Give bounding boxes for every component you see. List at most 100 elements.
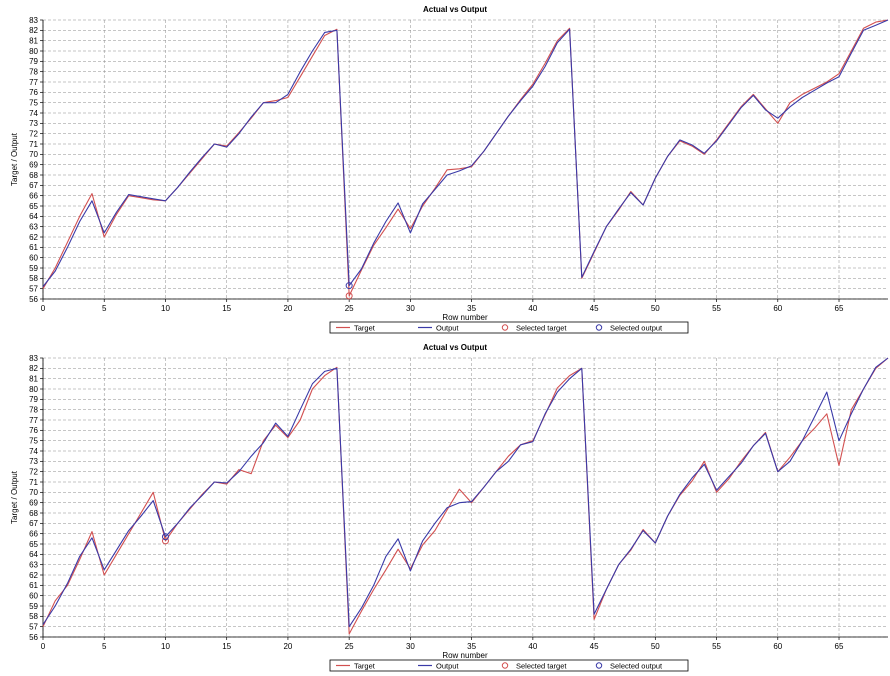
legend-item-selected-target-label: Selected target xyxy=(516,323,567,332)
selected-target-marker xyxy=(345,292,353,300)
x-tick-label: 65 xyxy=(835,304,844,313)
y-tick-label: 56 xyxy=(29,295,38,304)
y-tick-label: 72 xyxy=(29,129,38,138)
y-axis-label: Target / Output xyxy=(10,470,19,524)
chart-title: Actual vs Output xyxy=(423,343,487,352)
x-tick-label: 25 xyxy=(345,304,354,313)
selected-output-marker xyxy=(161,533,169,541)
x-tick-label: 20 xyxy=(283,304,292,313)
x-tick-label: 45 xyxy=(590,642,599,651)
legend-item-selected-output-label: Selected output xyxy=(610,661,663,670)
x-tick-label: 5 xyxy=(102,304,107,313)
y-tick-label: 80 xyxy=(29,47,38,56)
x-tick-label: 5 xyxy=(102,642,107,651)
y-tick-label: 73 xyxy=(29,119,38,128)
x-axis-label: Row number xyxy=(442,313,488,322)
y-tick-label: 79 xyxy=(29,395,38,404)
y-tick-label: 83 xyxy=(29,16,38,25)
plot-area xyxy=(43,358,888,637)
y-tick-label: 66 xyxy=(29,529,38,538)
y-tick-label: 83 xyxy=(29,354,38,363)
legend-item-target-label: Target xyxy=(354,661,376,670)
x-tick-label: 50 xyxy=(651,304,660,313)
plot-area xyxy=(43,20,888,299)
x-tick-label: 35 xyxy=(467,304,476,313)
x-tick-label: 60 xyxy=(773,642,782,651)
y-tick-label: 77 xyxy=(29,416,38,425)
y-tick-label: 75 xyxy=(29,98,38,107)
x-tick-label: 15 xyxy=(222,642,231,651)
y-tick-label: 67 xyxy=(29,519,38,528)
y-tick-label: 63 xyxy=(29,222,38,231)
y-tick-label: 57 xyxy=(29,284,38,293)
y-tick-label: 59 xyxy=(29,602,38,611)
y-tick-label: 75 xyxy=(29,436,38,445)
x-tick-label: 10 xyxy=(161,304,170,313)
y-tick-label: 68 xyxy=(29,509,38,518)
x-tick-label: 55 xyxy=(712,642,721,651)
y-tick-label: 58 xyxy=(29,274,38,283)
y-tick-label: 76 xyxy=(29,426,38,435)
y-tick-label: 78 xyxy=(29,405,38,414)
legend-item-selected-target-label: Selected target xyxy=(516,661,567,670)
y-tick-label: 77 xyxy=(29,78,38,87)
y-tick-label: 72 xyxy=(29,467,38,476)
y-axis-label: Target / Output xyxy=(10,132,19,186)
chart-panel-bottom: Actual vs Output 56 57 58 59 60 61 62 63 64 65 66 67… xyxy=(0,338,890,676)
actual-vs-output-chart-bottom: Actual vs Output565758596061626364656667… xyxy=(10,343,889,672)
y-tick-label: 60 xyxy=(29,253,38,262)
x-tick-label: 45 xyxy=(590,304,599,313)
x-tick-label: 0 xyxy=(41,642,46,651)
y-tick-label: 64 xyxy=(29,550,38,559)
chart-panel-top: Actual vs Output 56 57 58 59 60 61 62 63 64 65 66 67… xyxy=(10,5,889,334)
y-tick-label: 79 xyxy=(29,57,38,66)
legend-item-target-label: Target xyxy=(354,323,376,332)
y-tick-label: 65 xyxy=(29,202,38,211)
y-tick-label: 64 xyxy=(29,212,38,221)
x-tick-label: 0 xyxy=(41,304,46,313)
x-tick-label: 40 xyxy=(528,642,537,651)
legend-item-selected-output-swatch xyxy=(595,324,603,331)
x-tick-label: 35 xyxy=(467,642,476,651)
y-tick-label: 82 xyxy=(29,364,38,373)
chart-title: Actual vs Output xyxy=(423,5,487,14)
legend-item-selected-target-swatch xyxy=(501,662,509,669)
selected-output-marker xyxy=(345,282,353,290)
x-tick-label: 60 xyxy=(773,304,782,313)
y-tick-label: 67 xyxy=(29,181,38,190)
y-tick-label: 76 xyxy=(29,88,38,97)
y-tick-label: 73 xyxy=(29,457,38,466)
y-tick-label: 62 xyxy=(29,571,38,580)
x-tick-label: 10 xyxy=(161,642,170,651)
y-tick-label: 69 xyxy=(29,498,38,507)
x-axis-label: Row number xyxy=(442,651,488,660)
series-line-output xyxy=(42,357,889,628)
x-tick-label: 25 xyxy=(345,642,354,651)
y-tick-label: 70 xyxy=(29,150,38,159)
selected-target-marker xyxy=(161,537,169,545)
y-tick-label: 80 xyxy=(29,385,38,394)
y-tick-label: 81 xyxy=(29,36,38,45)
x-tick-label: 65 xyxy=(835,642,844,651)
y-tick-label: 82 xyxy=(29,26,38,35)
legend-box xyxy=(329,659,689,672)
legend-item-output-label: Output xyxy=(436,661,459,670)
x-tick-label: 40 xyxy=(528,304,537,313)
y-tick-label: 78 xyxy=(29,67,38,76)
y-tick-label: 70 xyxy=(29,488,38,497)
y-tick-label: 65 xyxy=(29,540,38,549)
y-tick-label: 59 xyxy=(29,264,38,273)
y-tick-label: 56 xyxy=(29,633,38,642)
y-tick-label: 66 xyxy=(29,191,38,200)
x-tick-label: 55 xyxy=(712,304,721,313)
y-tick-label: 60 xyxy=(29,591,38,600)
y-tick-label: 81 xyxy=(29,374,38,383)
series-line-output xyxy=(42,19,889,287)
y-tick-label: 58 xyxy=(29,612,38,621)
y-tick-label: 61 xyxy=(29,243,38,252)
y-tick-label: 71 xyxy=(29,140,38,149)
y-tick-label: 68 xyxy=(29,171,38,180)
y-tick-label: 74 xyxy=(29,447,38,456)
y-tick-label: 71 xyxy=(29,478,38,487)
legend-item-selected-output-swatch xyxy=(595,662,603,669)
